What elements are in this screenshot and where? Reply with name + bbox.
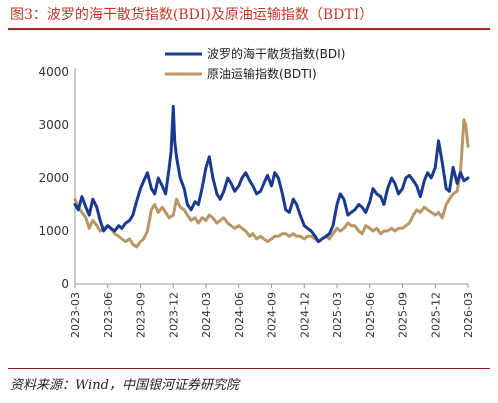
x-tick-label: 2024-06 xyxy=(233,292,246,338)
y-tick-label: 1000 xyxy=(38,224,69,238)
source-note: 资料来源：Wind，中国银河证券研究院 xyxy=(10,378,239,393)
chart-axes: 0 1000 2000 3000 4000 2023-03 2023-06 2023-09 20… xyxy=(38,65,475,338)
x-tick-label: 2023-06 xyxy=(102,292,115,338)
x-tick-label: 2025-06 xyxy=(364,292,377,338)
x-tick-label: 2025-12 xyxy=(429,292,442,338)
y-tick-label: 3000 xyxy=(38,118,69,132)
title-rule xyxy=(8,28,490,30)
chart-legend: 波罗的海干散货指数(BDI) 原油运输指数(BDTI) xyxy=(165,46,345,81)
x-tick-label: 2023-03 xyxy=(69,292,82,338)
legend-label: 原油运输指数(BDTI) xyxy=(207,66,317,81)
legend-label: 波罗的海干散货指数(BDI) xyxy=(207,46,345,61)
x-tick-label: 2025-03 xyxy=(331,292,344,338)
bdi-bdti-line-chart: 0 1000 2000 3000 4000 2023-03 2023-06 2023-09 20… xyxy=(38,46,475,338)
y-tick-label: 0 xyxy=(61,277,69,291)
x-tick-label: 2024-09 xyxy=(266,292,279,338)
series-layer xyxy=(73,104,470,249)
y-tick-label: 4000 xyxy=(38,65,69,79)
figure-title: 图3：波罗的海干散货指数(BDI)及原油运输指数（BDTI） xyxy=(10,7,374,23)
x-tick-label: 2024-03 xyxy=(200,292,213,338)
bdti-series-line xyxy=(73,118,470,249)
x-tick-label: 2024-12 xyxy=(298,292,311,338)
bdi-series-line xyxy=(73,104,470,244)
x-tick-label: 2026-03 xyxy=(462,292,475,338)
x-tick-label: 2025-09 xyxy=(397,292,410,338)
y-tick-label: 2000 xyxy=(38,171,69,185)
x-tick-label: 2023-12 xyxy=(167,292,180,338)
source-rule xyxy=(8,368,490,369)
x-tick-label: 2023-09 xyxy=(135,292,148,338)
